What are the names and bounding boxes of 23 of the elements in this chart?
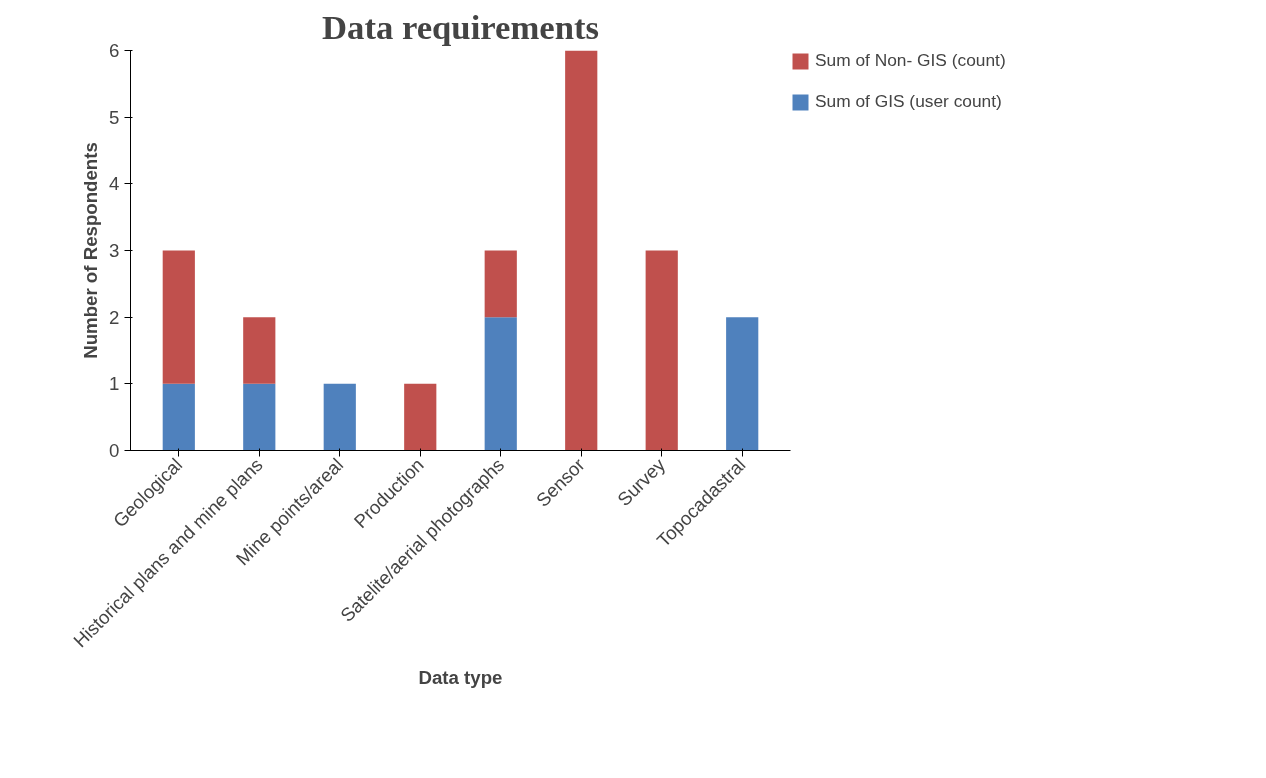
- bar: [162, 250, 195, 384]
- y-tick-label: 6: [109, 40, 120, 61]
- bar: [323, 383, 356, 451]
- y-tick-label: 4: [109, 173, 120, 195]
- bar: [243, 317, 276, 384]
- y-axis-title: Number of Respondents: [80, 142, 102, 359]
- chart-title: Data requirements: [322, 7, 599, 46]
- bar: [726, 317, 759, 451]
- y-tick-label: 5: [109, 106, 120, 128]
- bar: [162, 383, 195, 451]
- bar: [243, 383, 276, 451]
- y-tick-label: 2: [109, 306, 120, 328]
- bar: [484, 250, 517, 318]
- legend-label: Sum of Non- GIS (count): [815, 50, 1006, 71]
- x-axis-title: Data type: [418, 666, 503, 688]
- bar: [565, 50, 598, 451]
- bar: [484, 317, 517, 451]
- bar: [645, 250, 678, 451]
- y-tick-label: 3: [109, 240, 120, 261]
- y-tick-label: 0: [109, 440, 120, 461]
- y-tick-label: 1: [109, 373, 120, 395]
- bar: [404, 383, 437, 451]
- legend-label: Sum of GIS (user count): [815, 91, 1002, 112]
